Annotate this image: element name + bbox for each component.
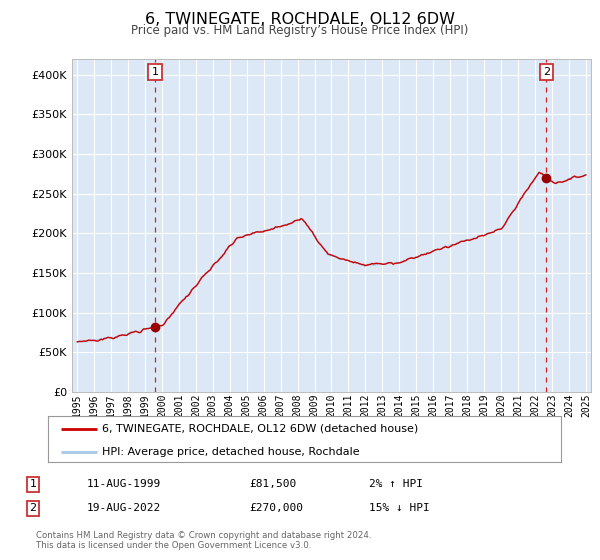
- Text: 2: 2: [29, 503, 37, 514]
- Text: 19-AUG-2022: 19-AUG-2022: [87, 503, 161, 514]
- Text: Contains HM Land Registry data © Crown copyright and database right 2024.: Contains HM Land Registry data © Crown c…: [36, 531, 371, 540]
- Text: £81,500: £81,500: [249, 479, 296, 489]
- Text: 6, TWINEGATE, ROCHDALE, OL12 6DW (detached house): 6, TWINEGATE, ROCHDALE, OL12 6DW (detach…: [102, 424, 418, 434]
- Text: HPI: Average price, detached house, Rochdale: HPI: Average price, detached house, Roch…: [102, 447, 359, 457]
- Text: 2% ↑ HPI: 2% ↑ HPI: [369, 479, 423, 489]
- Text: 11-AUG-1999: 11-AUG-1999: [87, 479, 161, 489]
- Text: 1: 1: [152, 67, 158, 77]
- Text: £270,000: £270,000: [249, 503, 303, 514]
- Text: This data is licensed under the Open Government Licence v3.0.: This data is licensed under the Open Gov…: [36, 541, 311, 550]
- Text: 2: 2: [542, 67, 550, 77]
- Text: 15% ↓ HPI: 15% ↓ HPI: [369, 503, 430, 514]
- Text: 1: 1: [29, 479, 37, 489]
- Text: Price paid vs. HM Land Registry’s House Price Index (HPI): Price paid vs. HM Land Registry’s House …: [131, 24, 469, 36]
- Text: 6, TWINEGATE, ROCHDALE, OL12 6DW: 6, TWINEGATE, ROCHDALE, OL12 6DW: [145, 12, 455, 27]
